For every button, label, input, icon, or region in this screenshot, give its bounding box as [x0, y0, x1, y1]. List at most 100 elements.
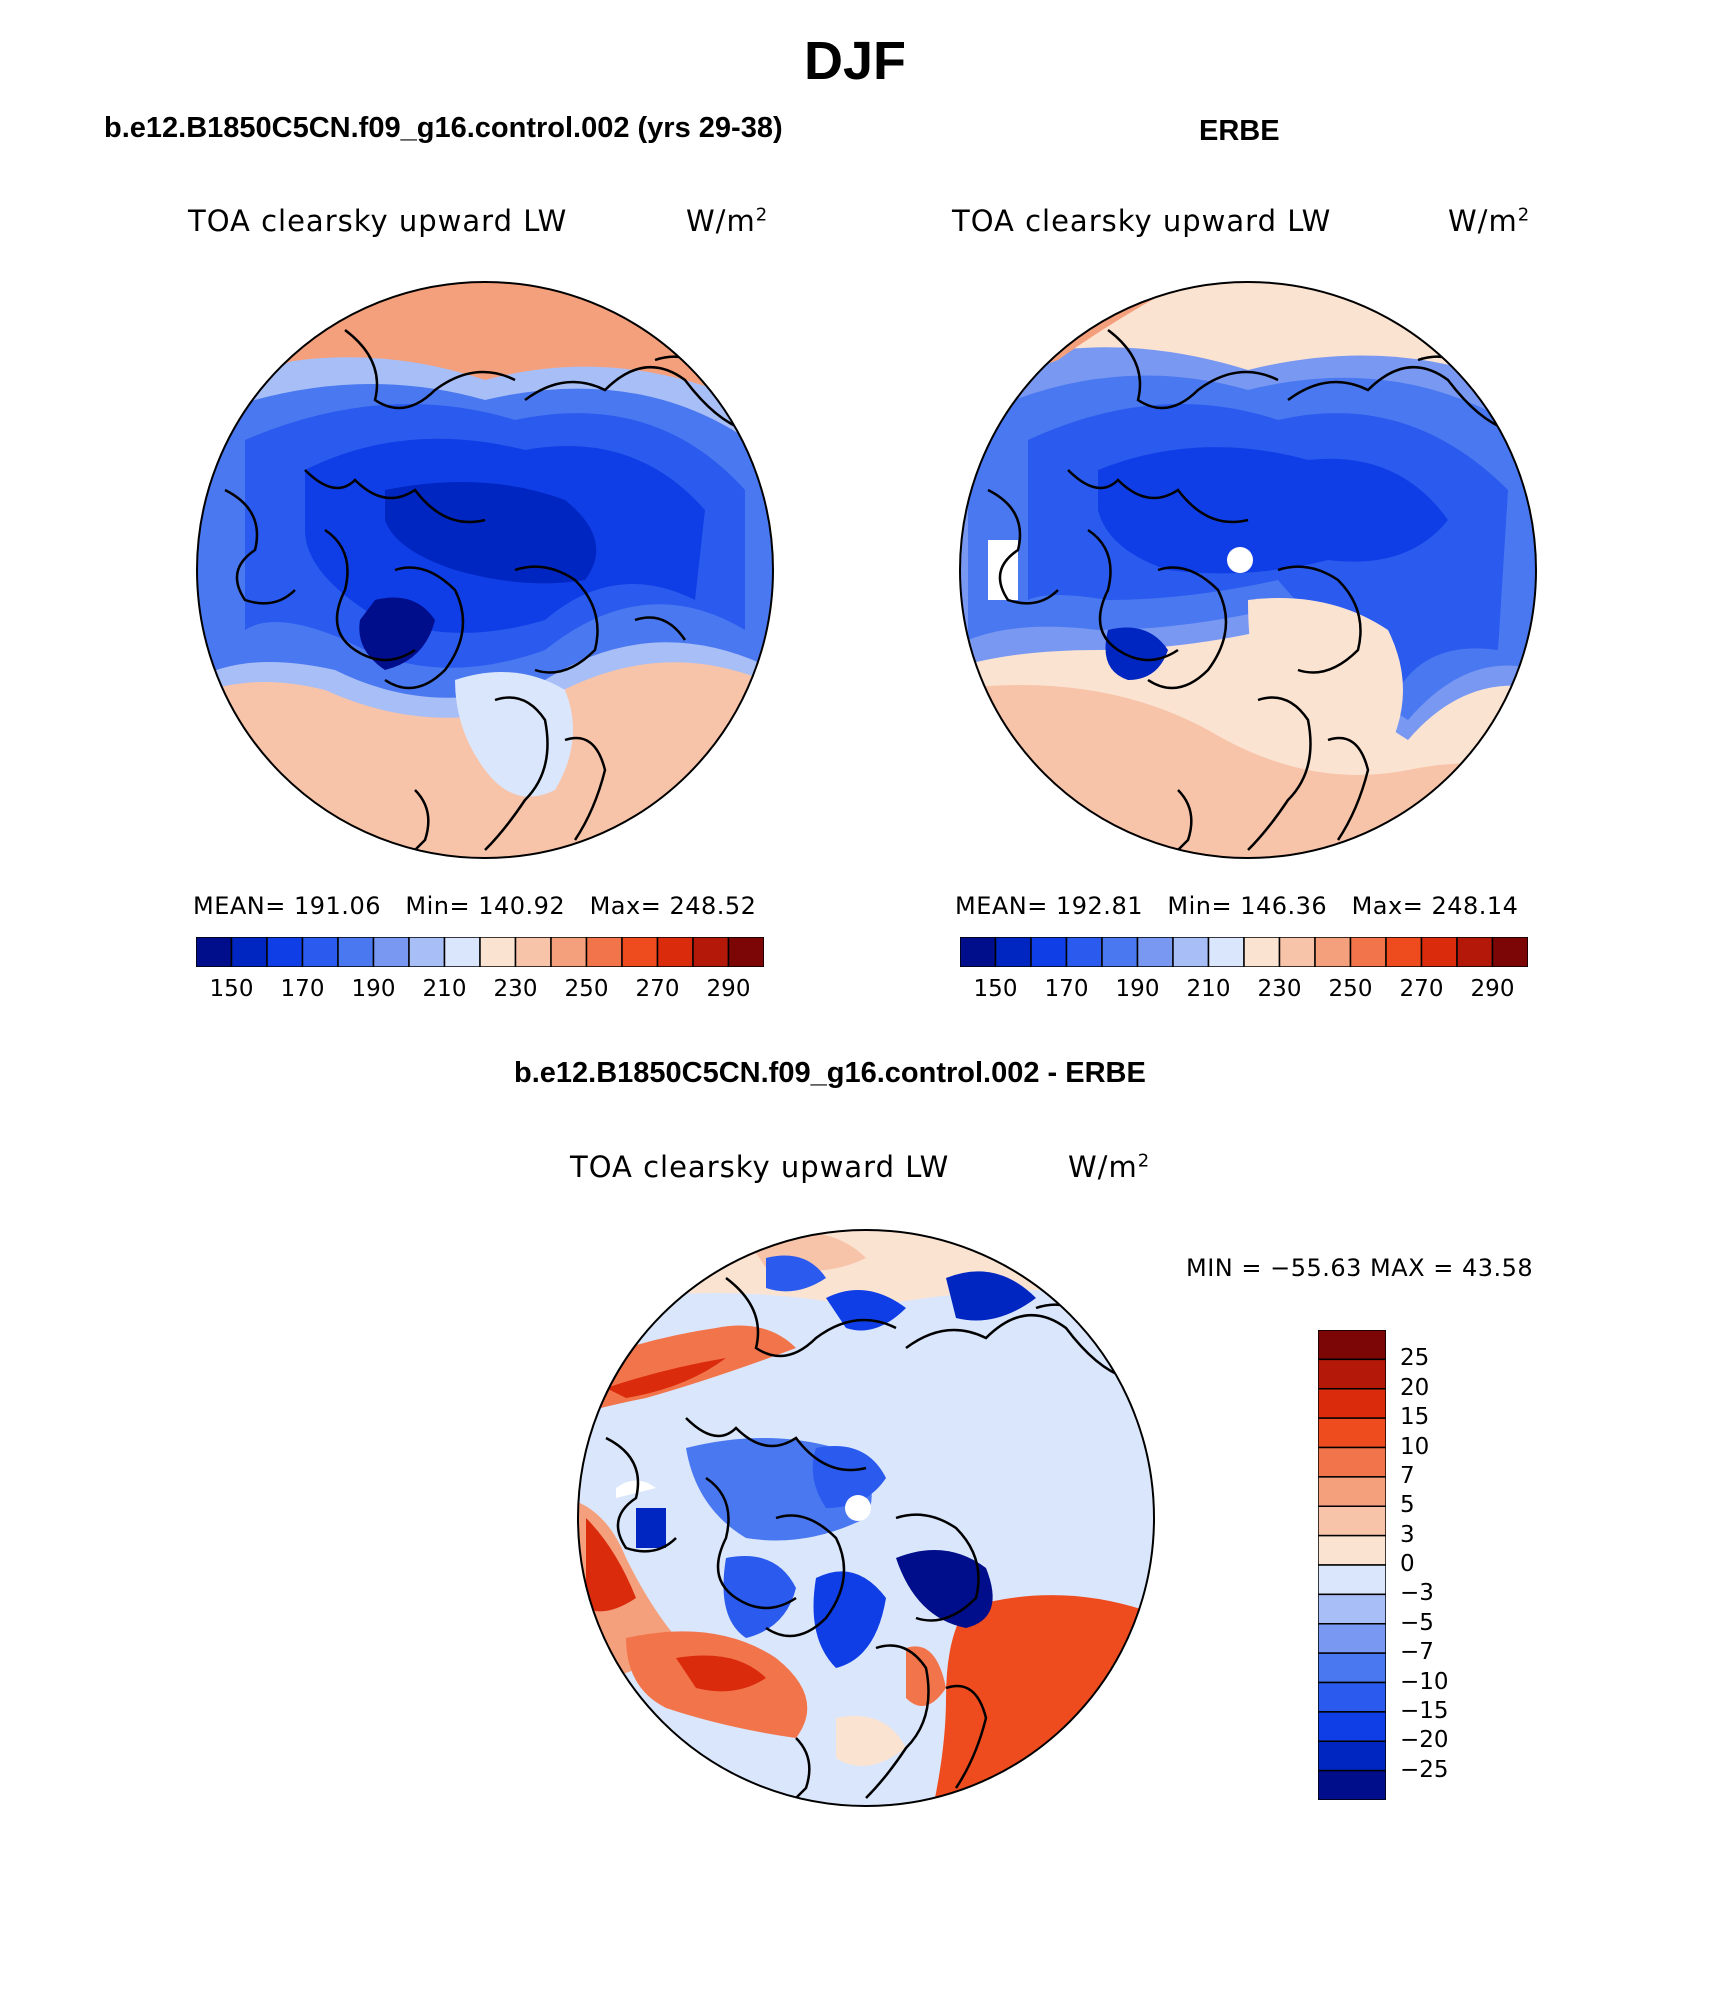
panel1-colorbar-tick-label: 270 [635, 976, 680, 1002]
panel1-variable-label: TOA clearsky upward LW [188, 204, 568, 238]
panel2-colorbar-tick-label: 290 [1470, 976, 1515, 1002]
panel1-colorbar-box [727, 937, 764, 967]
panel2-colorbar-box [994, 937, 1032, 967]
panel2-colorbar-box [1207, 937, 1245, 967]
panel2-colorbar-box [1172, 937, 1210, 967]
diff-colorbar-box [1318, 1769, 1386, 1800]
diff-colorbar-box [1318, 1534, 1386, 1566]
panel1-colorbar-tick-label: 150 [209, 976, 254, 1002]
diff-colorbar-tick-label: −10 [1400, 1668, 1449, 1695]
panel2-colorbar-tick-label: 150 [973, 976, 1018, 1002]
diff-colorbar-ticks: 25 20 15 10 7 5 3 0 −3 −5 −7 −10 −15 −20 −25 [1400, 1330, 1480, 1800]
panel2-colorbar-box [1491, 937, 1528, 967]
panel2-colorbar-box [1243, 937, 1281, 967]
panel1-colorbar-box [656, 937, 694, 967]
panel1-colorbar-tick-label: 230 [493, 976, 538, 1002]
diff-variable-label: TOA clearsky upward LW [570, 1150, 950, 1184]
panel1-colorbar-box [514, 937, 552, 967]
panel2-colorbar-tick-label: 230 [1257, 976, 1302, 1002]
panel2-colorbar-box [1278, 937, 1316, 967]
diff-colorbar-tick-label: −7 [1400, 1639, 1434, 1666]
diff-colorbar-tick-label: 25 [1400, 1345, 1430, 1372]
panel2-colorbar-tick-label: 170 [1044, 976, 1089, 1002]
diff-colorbar-box [1318, 1505, 1386, 1537]
diff-colorbar-box [1318, 1564, 1386, 1596]
panel2-colorbar-tick-label: 190 [1115, 976, 1160, 1002]
panel1-colorbar [196, 937, 764, 967]
panel1-colorbar-box [621, 937, 659, 967]
panel2-colorbar-box [960, 937, 997, 967]
diff-colorbar-tick-label: −3 [1400, 1580, 1434, 1607]
panel1-colorbar-box [337, 937, 375, 967]
panel1-colorbar-tick-label: 290 [706, 976, 751, 1002]
panel2-colorbar-box [1101, 937, 1139, 967]
panel1-units-label: W/m2 [686, 204, 769, 238]
figure-title: DJF [803, 31, 906, 91]
panel2-colorbar-box [1030, 937, 1068, 967]
panel2-colorbar-ticks: 150 170 190 210 230 250 270 290 [960, 976, 1528, 1006]
diff-colorbar-tick-label: 5 [1400, 1492, 1415, 1519]
panel1-colorbar-tick-label: 190 [351, 976, 396, 1002]
diff-colorbar-box [1318, 1740, 1386, 1772]
panel2-polar-map [959, 281, 1537, 859]
panel2-colorbar-box [1420, 937, 1458, 967]
diff-colorbar-tick-label: −15 [1400, 1697, 1449, 1724]
panel2-stats: MEAN= 192.81 Min= 146.36 Max= 248.14 [955, 892, 1519, 920]
diff-colorbar-box [1318, 1711, 1386, 1742]
panel1-colorbar-ticks: 150 170 190 210 230 250 270 290 [196, 976, 764, 1006]
diff-colorbar-box [1318, 1652, 1386, 1684]
panel2-colorbar-box [1065, 937, 1103, 967]
panel2-colorbar-box [1349, 937, 1387, 967]
panel2-colorbar-box [1314, 937, 1352, 967]
diff-polar-map [577, 1229, 1155, 1807]
panel1-colorbar-box [692, 937, 730, 967]
diff-colorbar-tick-label: −20 [1400, 1727, 1449, 1754]
diff-colorbar-box [1318, 1417, 1386, 1449]
panel1-colorbar-box [230, 937, 268, 967]
diff-colorbar-tick-label: 20 [1400, 1374, 1430, 1401]
diff-colorbar-tick-label: 3 [1400, 1521, 1415, 1548]
panel1-stats: MEAN= 191.06 Min= 140.92 Max= 248.52 [193, 892, 757, 920]
diff-colorbar-tick-label: −25 [1400, 1756, 1449, 1783]
diff-colorbar-box [1318, 1388, 1386, 1419]
panel1-colorbar-box [408, 937, 446, 967]
panel1-case-title: b.e12.B1850C5CN.f09_g16.control.002 (yrs… [104, 112, 783, 144]
diff-colorbar-box [1318, 1446, 1386, 1478]
panel1-colorbar-box [196, 937, 233, 967]
panel2-colorbar [960, 937, 1528, 967]
panel1-colorbar-box [301, 937, 339, 967]
diff-colorbar-tick-label: 15 [1400, 1404, 1430, 1431]
diff-colorbar-box [1318, 1476, 1386, 1507]
panel2-colorbar-box [1385, 937, 1423, 967]
panel2-case-title: ERBE [1199, 115, 1280, 147]
diff-colorbar-tick-label: 10 [1400, 1433, 1430, 1460]
panel1-colorbar-box [266, 937, 304, 967]
panel1-colorbar-box [585, 937, 623, 967]
panel1-colorbar-box [443, 937, 481, 967]
diff-minmax-text: MIN = −55.63 MAX = 43.58 [1186, 1254, 1534, 1282]
panel1-polar-map [196, 281, 774, 859]
diff-units-label: W/m2 [1068, 1150, 1151, 1184]
panel1-colorbar-tick-label: 170 [280, 976, 325, 1002]
diff-colorbar-box [1318, 1623, 1386, 1654]
panel1-colorbar-box [372, 937, 410, 967]
diff-colorbar-tick-label: 7 [1400, 1462, 1415, 1489]
panel2-colorbar-box [1136, 937, 1174, 967]
diff-colorbar-tick-label: 0 [1400, 1551, 1415, 1577]
diff-case-title: b.e12.B1850C5CN.f09_g16.control.002 - ER… [514, 1057, 1146, 1089]
panel2-colorbar-tick-label: 250 [1328, 976, 1373, 1002]
panel2-colorbar-tick-label: 210 [1186, 976, 1231, 1002]
panel1-colorbar-tick-label: 250 [564, 976, 609, 1002]
panel1-colorbar-box [550, 937, 588, 967]
panel2-colorbar-box [1456, 937, 1494, 967]
panel1-colorbar-tick-label: 210 [422, 976, 467, 1002]
diff-colorbar-box [1318, 1681, 1386, 1713]
panel1-colorbar-box [479, 937, 517, 967]
diff-colorbar-box [1318, 1593, 1386, 1625]
diff-colorbar-box [1318, 1330, 1386, 1361]
panel2-colorbar-tick-label: 270 [1399, 976, 1444, 1002]
diff-colorbar [1318, 1330, 1386, 1800]
diff-colorbar-box [1318, 1358, 1386, 1390]
panel2-variable-label: TOA clearsky upward LW [952, 204, 1332, 238]
diff-colorbar-tick-label: −5 [1400, 1609, 1434, 1636]
